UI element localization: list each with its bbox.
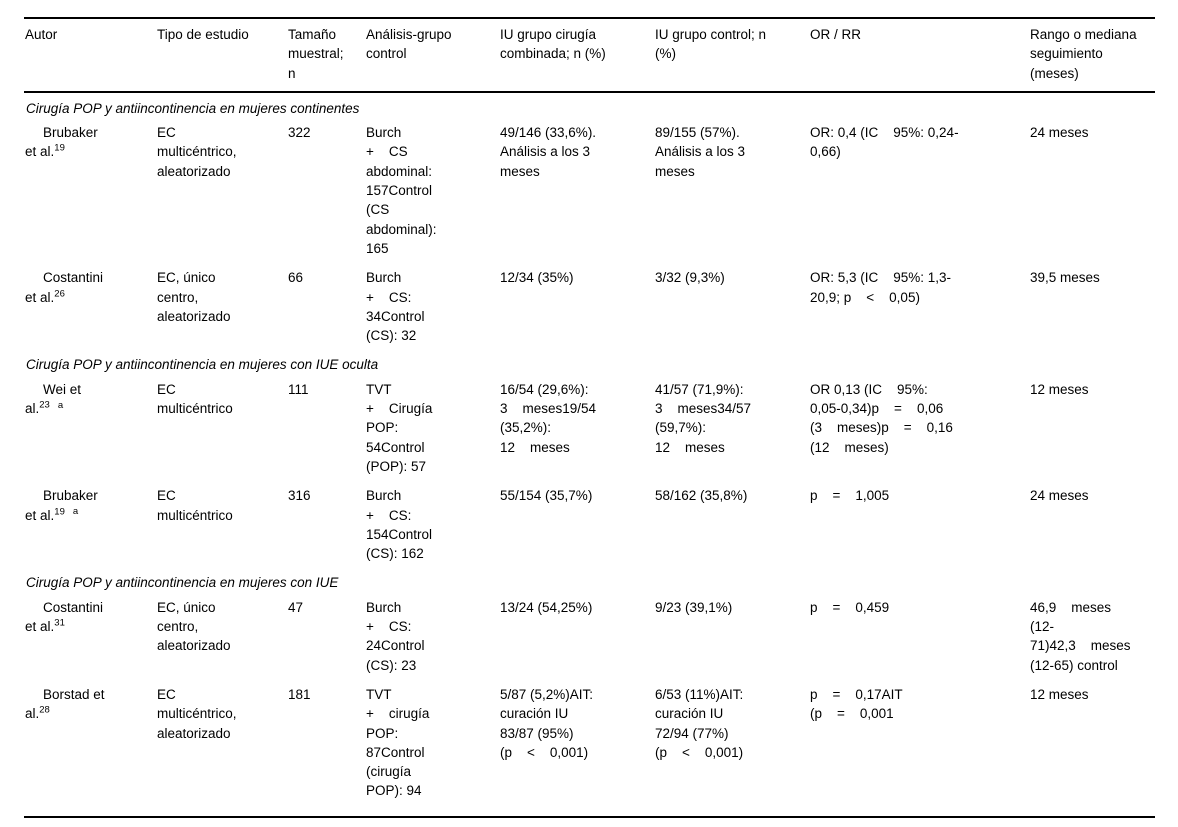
column-header-rango-seguimiento: Rango o mediana seguimiento (meses) xyxy=(1030,27,1137,81)
cell-analisis-grupo-control: Burch + CS abdominal: 157Control (CS abd… xyxy=(366,125,437,256)
cell-iu-grupo-control: 6/53 (11%)AIT: curación IU 72/94 (77%) (… xyxy=(655,686,744,760)
section-title: Cirugía POP y antiincontinencia en mujer… xyxy=(26,357,379,373)
cell-or-rr: OR: 5,3 (IC 95%: 1,3- 20,9; p < 0,05) xyxy=(810,270,952,305)
reference-superscript: 19 xyxy=(54,142,65,154)
reference-superscript: 31 xyxy=(54,617,65,629)
cell-tamano-muestral: 181 xyxy=(288,686,311,702)
cell-tamano-muestral: 66 xyxy=(288,270,304,286)
cell-iu-cirugia-combinada: 49/146 (33,6%). Análisis a los 3 meses xyxy=(500,125,597,179)
table-header-row: Autor Tipo de estudio Tamaño muestral; n… xyxy=(24,17,1155,93)
cell-iu-grupo-control: 41/57 (71,9%): 3 meses34/57 (59,7%): 12 … xyxy=(655,381,752,455)
cell-iu-grupo-control: 89/155 (57%). Análisis a los 3 meses xyxy=(655,125,746,179)
cell-tamano-muestral: 47 xyxy=(288,599,304,615)
cell-analisis-grupo-control: TVT + Cirugía POP: 54Control (POP): 57 xyxy=(366,381,433,474)
cell-or-rr: p = 0,459 xyxy=(810,599,890,615)
column-header-iu-grupo-control: IU grupo control; n (%) xyxy=(655,27,767,62)
cell-iu-grupo-control: 58/162 (35,8%) xyxy=(655,488,748,504)
table-row: Borstad et al.28 EC multicéntrico, aleator… xyxy=(24,685,1155,801)
cell-tipo-estudio: EC, único centro, aleatorizado xyxy=(157,599,231,654)
cell-tamano-muestral: 322 xyxy=(288,125,311,141)
column-header-tamano-muestral: Tamaño muestral; n xyxy=(288,27,344,81)
author-name-line2: al. xyxy=(25,706,40,722)
table-row: Costantini et al.26 EC, único centro, alea… xyxy=(24,268,1155,345)
cell-iu-cirugia-combinada: 12/34 (35%) xyxy=(500,270,574,286)
cell-or-rr: p = 0,17AIT (p = 0,001 xyxy=(810,686,903,722)
cell-tamano-muestral: 316 xyxy=(288,488,311,504)
cell-iu-cirugia-combinada: 16/54 (29,6%): 3 meses19/54 (35,2%): 12 … xyxy=(500,381,597,455)
author-cell: Brubaker et al.19 a xyxy=(24,486,156,563)
table-section: Cirugía POP y antiincontinencia en mujer… xyxy=(24,573,1155,800)
cell-analisis-grupo-control: Burch + CS: 34Control (CS): 32 xyxy=(366,270,425,344)
author-cell: Borstad et al.28 xyxy=(24,685,156,801)
column-header-analisis-grupo-control: Análisis-grupo control xyxy=(366,27,452,62)
cell-rango-seguimiento: 12 meses xyxy=(1030,686,1089,702)
cell-iu-cirugia-combinada: 55/154 (35,7%) xyxy=(500,488,593,504)
cell-rango-seguimiento: 24 meses xyxy=(1030,488,1089,504)
author-name-line1: Costantini xyxy=(43,270,104,286)
cell-or-rr: OR 0,13 (IC 95%: 0,05-0,34)p = 0,06 (3 m… xyxy=(810,381,953,455)
cell-rango-seguimiento: 39,5 meses xyxy=(1030,270,1100,286)
cell-tipo-estudio: EC multicéntrico, aleatorizado xyxy=(157,125,237,179)
cell-tipo-estudio: EC multicéntrico xyxy=(157,381,233,417)
cell-tipo-estudio: EC multicéntrico, aleatorizado xyxy=(157,686,237,741)
table-row: Brubaker et al.19 a EC multicéntrico 316 Burc… xyxy=(24,486,1155,563)
author-cell: Costantini et al.31 xyxy=(24,598,156,675)
section-title: Cirugía POP y antiincontinencia en mujer… xyxy=(26,100,360,116)
cell-iu-cirugia-combinada: 5/87 (5,2%)AIT: curación IU 83/87 (95%) … xyxy=(500,686,594,760)
footnote-superscript: a xyxy=(57,399,64,411)
cell-or-rr: p = 1,005 xyxy=(810,488,890,504)
author-name-line1: Wei et xyxy=(43,381,82,397)
author-cell: Wei et al.23 a xyxy=(24,380,156,476)
reference-superscript: 28 xyxy=(39,704,50,716)
reference-superscript: 23 xyxy=(39,399,50,411)
cell-analisis-grupo-control: Burch + CS: 154Control (CS): 162 xyxy=(366,488,433,562)
cell-rango-seguimiento: 12 meses xyxy=(1030,381,1089,397)
author-name-line1: Brubaker xyxy=(43,488,98,504)
column-header-iu-cirugia-combinada: IU grupo cirugía combinada; n (%) xyxy=(500,27,606,62)
table-section: Cirugía POP y antiincontinencia en mujer… xyxy=(24,99,1155,346)
cell-tipo-estudio: EC, único centro, aleatorizado xyxy=(157,270,231,324)
cell-rango-seguimiento: 24 meses xyxy=(1030,125,1089,141)
cell-analisis-grupo-control: TVT + cirugía POP: 87Control (cirugía PO… xyxy=(366,686,430,799)
author-cell: Brubaker et al.19 xyxy=(24,123,156,258)
cell-or-rr: OR: 0,4 (IC 95%: 0,24- 0,66) xyxy=(810,125,959,160)
reference-superscript: 19 xyxy=(54,506,65,518)
author-name-line2: et al. xyxy=(25,507,55,523)
section-title: Cirugía POP y antiincontinencia en mujer… xyxy=(26,575,339,591)
table-body: Cirugía POP y antiincontinencia en mujer… xyxy=(24,93,1155,818)
table-row: Brubaker et al.19 EC multicéntrico, aleato… xyxy=(24,123,1155,258)
author-name-line2: et al. xyxy=(25,144,55,160)
author-name-line2: al. xyxy=(25,401,40,417)
table-section: Cirugía POP y antiincontinencia en mujer… xyxy=(24,355,1155,563)
author-name-line2: et al. xyxy=(25,619,55,635)
cell-rango-seguimiento: 46,9 meses (12- 71)42,3 meses (12-65) co… xyxy=(1030,599,1131,673)
column-header-autor: Autor xyxy=(25,27,58,42)
footnote-superscript: a xyxy=(72,506,79,518)
author-name-line1: Brubaker xyxy=(43,125,98,141)
cell-iu-grupo-control: 9/23 (39,1%) xyxy=(655,599,733,615)
author-cell: Costantini et al.26 xyxy=(24,268,156,345)
author-name-line1: Borstad et xyxy=(43,686,105,702)
cell-iu-grupo-control: 3/32 (9,3%) xyxy=(655,270,725,286)
column-header-or-rr: OR / RR xyxy=(810,27,862,42)
column-header-tipo-estudio: Tipo de estudio xyxy=(157,27,249,42)
reference-superscript: 26 xyxy=(54,288,65,300)
cell-analisis-grupo-control: Burch + CS: 24Control (CS): 23 xyxy=(366,599,425,673)
author-name-line2: et al. xyxy=(25,289,55,305)
cell-iu-cirugia-combinada: 13/24 (54,25%) xyxy=(500,599,593,615)
table-row: Wei et al.23 a EC multicéntrico 111 TVT + Cir… xyxy=(24,380,1155,476)
cell-tipo-estudio: EC multicéntrico xyxy=(157,488,233,523)
author-name-line1: Costantini xyxy=(43,599,104,615)
study-table: Autor Tipo de estudio Tamaño muestral; n… xyxy=(24,17,1155,818)
table-row: Costantini et al.31 EC, único centro, alea… xyxy=(24,598,1155,675)
cell-tamano-muestral: 111 xyxy=(288,381,309,397)
